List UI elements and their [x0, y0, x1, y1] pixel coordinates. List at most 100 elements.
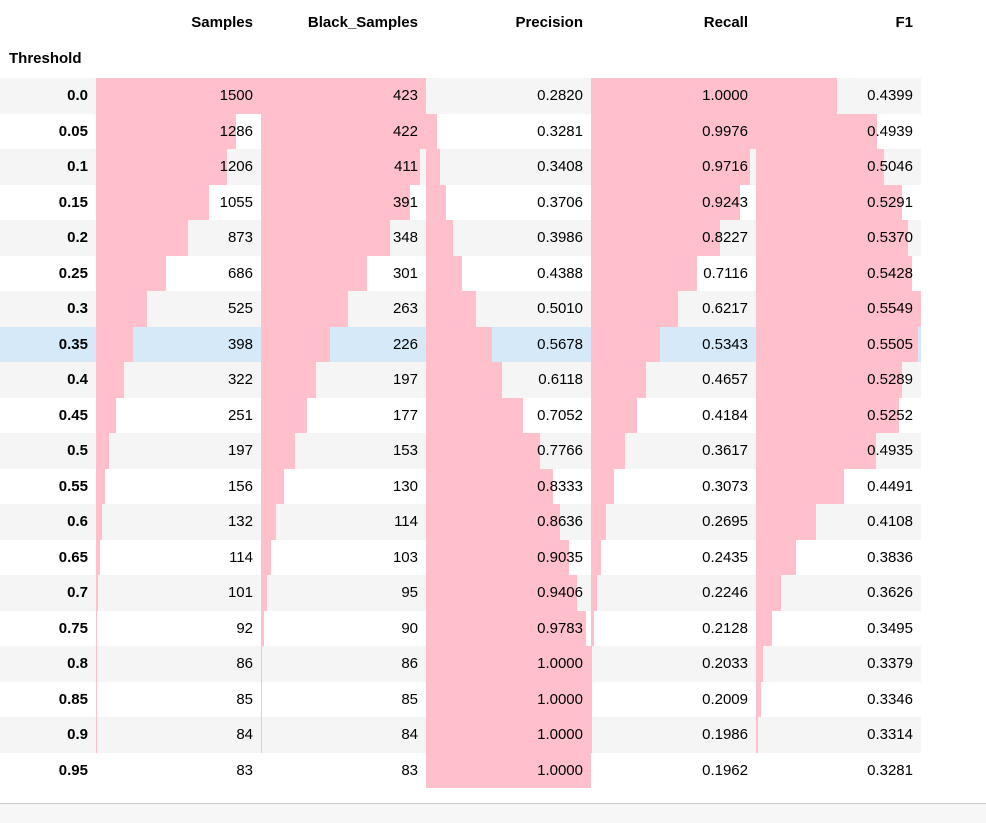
- row-index-threshold: 0.5: [67, 442, 88, 459]
- data-bar-samples: [96, 291, 148, 327]
- cell-black-samples: 95: [261, 575, 426, 611]
- data-bar-precision: [426, 362, 502, 398]
- cell-value-black-samples: 90: [401, 619, 418, 637]
- cell-value-samples: 83: [236, 761, 253, 779]
- cell-value-black-samples: 103: [392, 548, 418, 566]
- data-bar-samples: [96, 539, 100, 575]
- data-bar-recall: [591, 184, 741, 220]
- table-row: 0.75 92 90 0.9783 0.2128 0.3495: [0, 610, 921, 646]
- cell-f1: 0.4939: [756, 113, 921, 149]
- table-row: 0.0 1500 423 0.2820 1.0000 0.4399: [0, 78, 921, 114]
- cell-value-black-samples: 263: [392, 300, 418, 317]
- cell-value-samples: 86: [236, 655, 253, 672]
- cell-f1: 0.3379: [756, 646, 921, 682]
- cell-black-samples: 84: [261, 717, 426, 753]
- data-bar-black-samples: [261, 255, 367, 291]
- data-bar-f1: [756, 397, 900, 433]
- data-bar-f1: [756, 575, 782, 611]
- data-bar-recall: [591, 610, 595, 646]
- cell-value-samples: 84: [236, 726, 253, 743]
- data-bar-f1: [756, 468, 845, 504]
- cell-value-precision: 1.0000: [537, 690, 583, 708]
- cell-black-samples: 130: [261, 468, 426, 504]
- column-header-f1: F1: [895, 14, 913, 31]
- cell-value-recall: 0.3617: [702, 442, 748, 459]
- data-bar-precision: [426, 752, 591, 788]
- data-bar-precision: [426, 717, 591, 753]
- cell-value-samples: 156: [227, 477, 253, 495]
- row-index-threshold: 0.85: [58, 690, 88, 708]
- cell-black-samples: 226: [261, 326, 426, 362]
- cell-precision: 0.8636: [426, 504, 591, 540]
- cell-value-samples: 114: [229, 548, 253, 566]
- data-bar-recall: [591, 539, 601, 575]
- cell-f1: 0.4108: [756, 504, 921, 540]
- cell-precision: 0.3281: [426, 113, 591, 149]
- cell-value-recall: 0.5343: [702, 335, 748, 353]
- cell-value-precision: 1.0000: [537, 761, 583, 779]
- cell-f1: 0.5370: [756, 220, 921, 256]
- cell-value-f1: 0.5505: [867, 335, 913, 353]
- data-bar-f1: [756, 717, 759, 753]
- data-bar-precision: [426, 610, 586, 646]
- cell-precision: 0.5010: [426, 291, 591, 327]
- cell-value-precision: 0.3281: [537, 122, 583, 140]
- cell-f1: 0.3281: [756, 753, 921, 789]
- row-index-threshold: 0.95: [58, 761, 88, 779]
- cell-value-samples: 1500: [219, 87, 253, 104]
- cell-value-samples: 1055: [219, 193, 253, 211]
- data-bar-samples: [96, 362, 124, 398]
- data-bar-recall: [591, 362, 647, 398]
- cell-value-precision: 0.5678: [537, 335, 583, 353]
- cell-recall: 0.2435: [591, 539, 756, 575]
- table-row: 0.35 398 226 0.5678 0.5343 0.5505: [0, 326, 921, 362]
- cell-f1: 0.3495: [756, 610, 921, 646]
- cell-f1: 0.5291: [756, 184, 921, 220]
- cell-value-samples: 132: [227, 513, 253, 530]
- cell-value-precision: 0.6118: [538, 371, 583, 388]
- data-bar-f1: [756, 681, 761, 717]
- row-index-threshold: 0.9: [67, 726, 88, 743]
- cell-value-samples: 322: [227, 371, 253, 388]
- cell-f1: 0.3346: [756, 681, 921, 717]
- cell-recall: 0.2128: [591, 610, 756, 646]
- column-header-recall: Recall: [703, 14, 748, 31]
- cell-f1: 0.4399: [756, 78, 921, 114]
- table-row: 0.7 101 95 0.9406 0.2246 0.3626: [0, 575, 921, 611]
- data-bar-f1: [756, 291, 921, 327]
- cell-value-f1: 0.5046: [867, 158, 913, 175]
- cell-value-f1: 0.4399: [867, 87, 913, 104]
- data-bar-samples: [96, 220, 188, 256]
- data-bar-samples: [96, 326, 133, 362]
- cell-samples: 197: [96, 433, 261, 469]
- cell-value-recall: 1.0000: [702, 87, 748, 104]
- cell-precision: 0.2820: [426, 78, 591, 114]
- cell-value-f1: 0.5289: [867, 371, 913, 388]
- data-bar-f1: [756, 220, 908, 256]
- cell-value-recall: 0.2246: [702, 584, 748, 601]
- cell-value-black-samples: 226: [392, 335, 418, 353]
- cell-f1: 0.3314: [756, 717, 921, 753]
- cell-value-black-samples: 86: [401, 655, 418, 672]
- data-bar-precision: [426, 646, 591, 682]
- cell-value-recall: 0.1986: [702, 726, 748, 743]
- cell-recall: 0.2033: [591, 646, 756, 682]
- cell-black-samples: 391: [261, 184, 426, 220]
- cell-value-f1: 0.5291: [867, 193, 913, 211]
- data-bar-f1: [756, 433, 877, 469]
- table-row: 0.85 85 85 1.0000 0.2009 0.3346: [0, 681, 921, 717]
- table-row: 0.3 525 263 0.5010 0.6217 0.5549: [0, 291, 921, 327]
- row-index-threshold: 0.05: [58, 122, 88, 140]
- cell-precision: 1.0000: [426, 681, 591, 717]
- data-bar-precision: [426, 397, 524, 433]
- data-bar-samples: [96, 433, 110, 469]
- cell-black-samples: 103: [261, 539, 426, 575]
- data-bar-recall: [591, 326, 661, 362]
- output-divider: [0, 803, 986, 804]
- cell-value-black-samples: 95: [401, 584, 418, 601]
- cell-value-black-samples: 153: [392, 442, 418, 459]
- cell-value-precision: 0.2820: [537, 87, 583, 104]
- data-bar-f1: [756, 184, 903, 220]
- cell-value-samples: 197: [227, 442, 253, 459]
- data-bar-f1: [756, 326, 918, 362]
